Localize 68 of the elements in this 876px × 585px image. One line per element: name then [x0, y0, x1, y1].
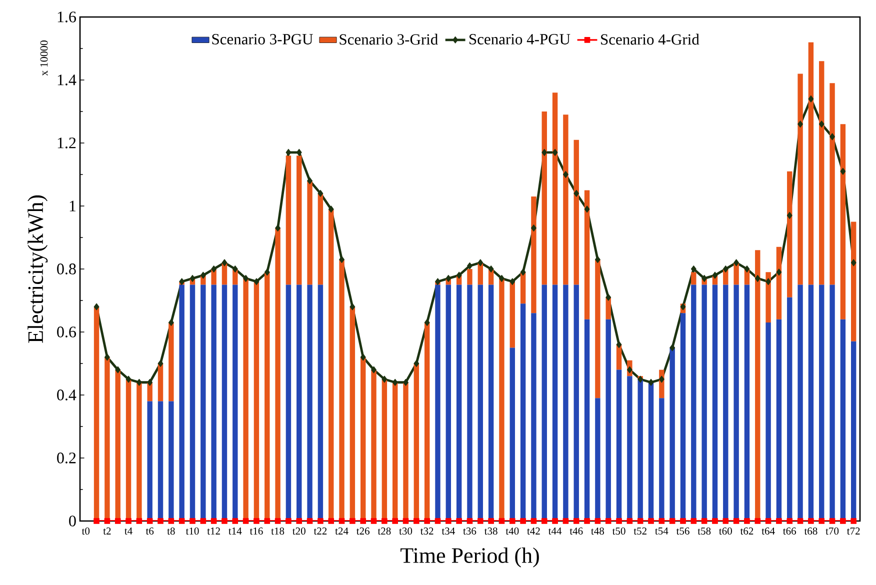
- legend-label: Scenario 3-Grid: [340, 34, 438, 45]
- x-tick-label: t52: [634, 528, 646, 535]
- x-tick-label: t66: [783, 528, 796, 535]
- x-tick-label: t46: [570, 528, 583, 535]
- x-tick-label: t28: [378, 528, 391, 535]
- x-tick-label: t40: [506, 528, 519, 535]
- legend-label: Scenario 3-PGU: [212, 34, 313, 44]
- y-tick-label: 0.2: [57, 452, 76, 464]
- bar: [787, 171, 792, 298]
- x-tick-label: t6: [146, 528, 154, 535]
- bar: [830, 83, 835, 285]
- x-tick-label: t72: [847, 528, 860, 535]
- x-tick-label: t14: [228, 528, 242, 535]
- x-tick-label: t8: [167, 528, 175, 535]
- x-tick-label: t30: [399, 528, 412, 535]
- bar: [808, 42, 814, 285]
- x-tick-label: t22: [314, 528, 327, 535]
- x-tick-label: t68: [804, 528, 818, 535]
- x-tick-label: t26: [356, 528, 370, 535]
- x-tick-label: t24: [335, 528, 348, 535]
- x-tick-label: t10: [186, 528, 199, 535]
- y-tick-label: 1.2: [58, 138, 76, 148]
- x-tick-label: t36: [463, 528, 476, 535]
- x-tick-label: t20: [292, 528, 306, 535]
- x-tick-label: t58: [698, 528, 711, 535]
- bar: [563, 114, 568, 285]
- x-tick-label: t32: [420, 528, 434, 535]
- x-tick-label: t60: [719, 528, 732, 535]
- bar: [584, 190, 590, 320]
- x-tick-label: t64: [762, 528, 775, 535]
- x-tick-label: t56: [676, 528, 690, 535]
- bar: [851, 222, 856, 342]
- x-tick-label: t42: [527, 528, 540, 535]
- x-tick-label: t48: [591, 528, 604, 535]
- y-tick-label: 0: [69, 516, 76, 526]
- bar: [574, 140, 579, 285]
- x-tick-label: t18: [271, 528, 284, 535]
- x-tick-label: t38: [484, 528, 498, 535]
- y-tick-label: 0.4: [57, 390, 76, 400]
- x-tick-label: t44: [548, 528, 562, 535]
- legend-label: Scenario 4-Grid: [601, 34, 700, 45]
- bar: [840, 124, 846, 320]
- x-tick-label: t34: [442, 528, 455, 535]
- y-tick-label: 1: [70, 200, 76, 212]
- bar: [542, 111, 547, 285]
- bar: [766, 272, 771, 323]
- x-tick-label: t4: [124, 528, 132, 535]
- bar: [819, 61, 824, 285]
- text: x 10000: [40, 40, 48, 76]
- y-tick-label: 1.4: [58, 74, 76, 86]
- x-axis-title: Time Period (h): [400, 547, 539, 568]
- x-tick-label: t12: [207, 528, 220, 535]
- x-tick-label: t62: [740, 528, 754, 535]
- x-tick-label: t70: [826, 528, 839, 535]
- x-tick-label: t50: [612, 528, 626, 535]
- bar: [552, 92, 558, 285]
- x-tick-label: t54: [655, 528, 668, 535]
- x-tick-label: t0: [82, 528, 90, 535]
- y-tick-label: 1.6: [58, 12, 76, 22]
- bar: [798, 74, 803, 285]
- y-tick-label: 0.8: [57, 264, 76, 274]
- y-axis-title: Electricity(kWh): [28, 195, 48, 343]
- x-tick-label: t16: [250, 528, 263, 535]
- bar: [531, 196, 536, 314]
- y-tick-label: 0.6: [57, 326, 76, 338]
- legend-label: Scenario 4-PGU: [470, 34, 570, 44]
- x-tick-label: t2: [103, 528, 111, 535]
- bar: [776, 246, 782, 320]
